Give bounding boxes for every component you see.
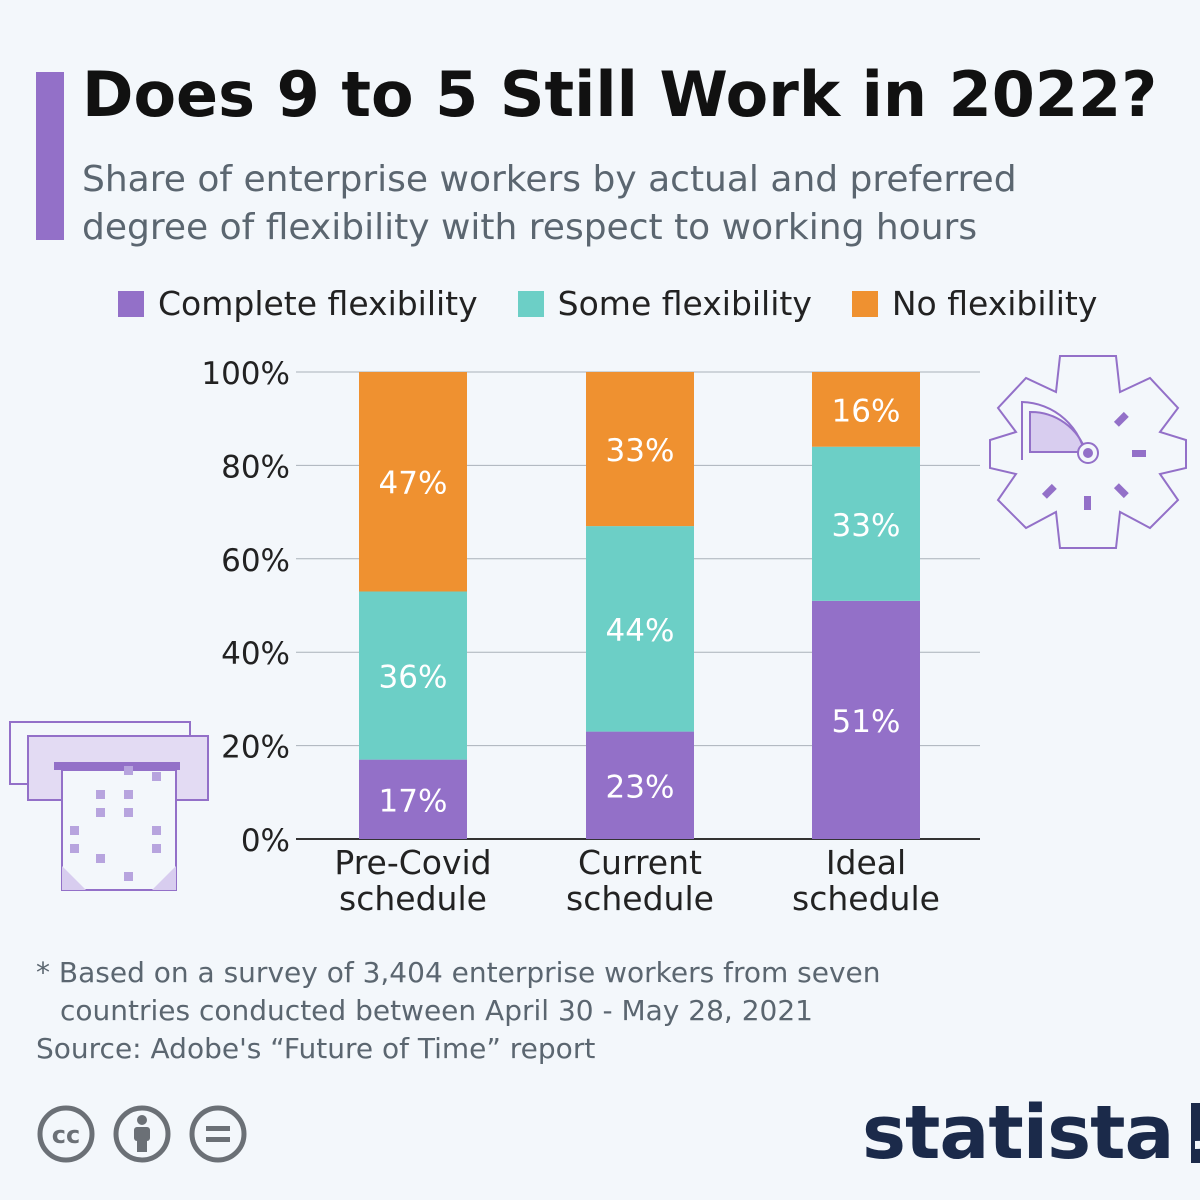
data-label: 23% xyxy=(606,769,675,805)
y-tick-label: 40% xyxy=(221,636,290,672)
x-tick-label: schedule xyxy=(792,879,940,918)
footnote-line-1: * Based on a survey of 3,404 enterprise … xyxy=(36,956,881,989)
x-tick-label: Pre-Covid xyxy=(334,843,491,882)
svg-text:cc: cc xyxy=(52,1121,80,1149)
legend-item-none: No flexibility xyxy=(851,284,1098,323)
legend-swatch-some xyxy=(517,290,544,317)
y-tick-label: 0% xyxy=(241,823,290,859)
license-icons: cc xyxy=(36,1104,264,1164)
legend-label-complete: Complete flexibility xyxy=(158,284,478,323)
data-label: 47% xyxy=(379,466,448,502)
data-label: 33% xyxy=(832,508,901,544)
no-derivatives-icon[interactable] xyxy=(188,1104,248,1164)
legend-swatch-complete xyxy=(118,290,144,317)
bar-segment xyxy=(586,731,694,839)
timecard-icon xyxy=(9,721,209,891)
chart-subtitle: Share of enterprise workers by actual an… xyxy=(82,159,1017,248)
legend-item-complete: Complete flexibility xyxy=(118,284,478,323)
gear-clock-icon xyxy=(989,355,1187,549)
stacked-bar-chart: 17% 36% 47% 23% 44% 33% 51% 33% 16% 0% 20% 40% 60% 8… xyxy=(9,355,1187,918)
x-tick-label: schedule xyxy=(566,879,714,918)
y-tick-label: 60% xyxy=(221,543,290,579)
chart-title: Does 9 to 5 Still Work in 2022? xyxy=(82,58,1158,131)
data-label: 17% xyxy=(379,783,448,819)
source-note: Source: Adobe's “Future of Time” report xyxy=(36,1032,596,1065)
footnote-line-2: countries conducted between April 30 - M… xyxy=(60,994,813,1027)
data-label: 36% xyxy=(379,660,448,696)
legend-label-none: No flexibility xyxy=(891,284,1098,323)
bar-segment xyxy=(359,591,467,760)
footnote: * Based on a survey of 3,404 enterprise … xyxy=(36,954,881,1030)
title-accent-bar xyxy=(36,72,64,240)
brand-name: statista xyxy=(862,1090,1174,1176)
legend-swatch-none xyxy=(851,290,878,317)
y-tick-label: 80% xyxy=(221,449,290,485)
legend-label-some: Some flexibility xyxy=(557,284,812,323)
data-label: 44% xyxy=(606,613,675,649)
attribution-icon[interactable] xyxy=(112,1104,172,1164)
statista-mark-icon xyxy=(1191,1103,1200,1163)
y-tick-label: 100% xyxy=(201,356,290,392)
x-tick-label: Ideal xyxy=(826,843,906,882)
bar-segment xyxy=(359,759,467,839)
data-label: 33% xyxy=(606,433,675,469)
chart-legend: Complete flexibility Some flexibility No… xyxy=(118,284,1137,323)
data-label: 16% xyxy=(832,393,901,429)
data-label: 51% xyxy=(832,704,901,740)
bar-segment xyxy=(812,372,920,447)
legend-item-some: Some flexibility xyxy=(517,284,812,323)
bar-segment xyxy=(812,600,920,839)
bar-segment xyxy=(586,526,694,732)
x-tick-label: schedule xyxy=(339,879,487,918)
x-tick-label: Current xyxy=(578,843,702,882)
bar-segment xyxy=(586,372,694,527)
y-tick-label: 20% xyxy=(221,730,290,766)
bar-segment xyxy=(359,372,467,592)
cc-icon[interactable]: cc xyxy=(36,1104,96,1164)
bar-segment xyxy=(812,446,920,601)
statista-logo[interactable]: statista xyxy=(862,1090,1200,1176)
